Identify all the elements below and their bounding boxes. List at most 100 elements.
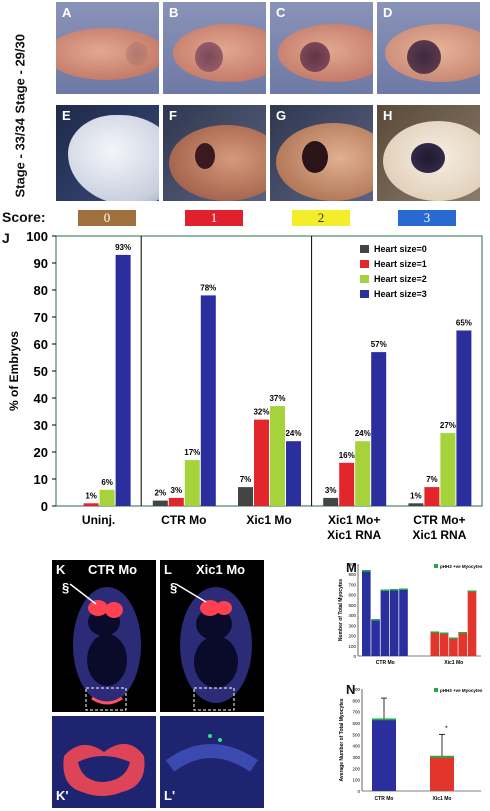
y-tick-label: 100 (352, 778, 360, 783)
y-tick-label: 800 (348, 572, 356, 577)
bar-2 (270, 406, 285, 506)
heart-stain (407, 40, 441, 74)
bar (380, 589, 390, 656)
y-tick-label: 600 (352, 721, 360, 726)
bar (430, 755, 454, 791)
y-tick-label: 0 (357, 789, 360, 794)
bar (362, 570, 371, 656)
panel-label: L' (164, 788, 176, 803)
phh3-segment (371, 619, 380, 621)
bar-1 (339, 462, 355, 506)
y-tick-label: 900 (348, 562, 356, 567)
y-tick-label: 10 (34, 472, 48, 487)
bar (372, 718, 396, 791)
panel-label: H (383, 108, 393, 123)
heart-stain (126, 42, 148, 66)
group-label: Xic1 Mo (444, 660, 463, 666)
panel-b: B (163, 2, 266, 94)
data-label: 57% (371, 340, 387, 349)
bar-2 (440, 433, 456, 506)
heart-stain (195, 143, 215, 169)
score-box-0: 0 (78, 210, 136, 226)
y-tick-label: 300 (348, 623, 356, 628)
y-tick-label: 800 (352, 698, 360, 703)
panel-label-n: N (346, 682, 356, 697)
panel-label: B (169, 5, 179, 20)
phh3-segment (430, 631, 440, 633)
section-mark: § (170, 580, 178, 595)
data-label: 65% (456, 319, 472, 328)
category-label: Xic1 RNA (327, 528, 381, 542)
data-label: 24% (355, 429, 371, 438)
data-label: 32% (253, 408, 269, 417)
legend-swatch (360, 275, 369, 283)
y-tick-label: 50 (34, 364, 48, 379)
y-tick-label: 400 (352, 744, 360, 749)
panel-label-m: M (346, 560, 357, 575)
data-label: 3% (171, 486, 183, 495)
bar-2 (355, 441, 371, 506)
bar-1 (424, 487, 440, 506)
legend-swatch (360, 260, 369, 268)
phh3-segment (439, 632, 449, 634)
category-label: CTR Mo (375, 796, 394, 802)
bar-1 (254, 419, 269, 506)
bar-0 (238, 487, 253, 506)
bar (430, 631, 440, 656)
data-label: 2% (155, 489, 167, 498)
bar-2 (99, 489, 115, 506)
bar (449, 637, 458, 656)
y-tick-label: 40 (34, 391, 48, 406)
data-label: 7% (426, 475, 438, 484)
panel-title: CTR Mo (88, 562, 138, 577)
panel-title: Xic1 Mo (196, 562, 246, 577)
data-label: 1% (410, 491, 422, 500)
phh3-segment (467, 590, 477, 593)
y-axis-label: Number of Total Myocytes (338, 579, 344, 641)
bar-1 (168, 497, 184, 506)
bar (371, 619, 380, 656)
y-tick-label: 100 (348, 644, 356, 649)
data-label: 37% (269, 394, 285, 403)
legend-swatch (434, 688, 438, 692)
y-tick-label: 0 (353, 654, 356, 659)
panel-c: C (270, 2, 373, 94)
y-tick-label: 200 (348, 634, 356, 639)
panel-l: L Xic1 Mo § (160, 560, 264, 712)
panel-e: E (56, 105, 159, 201)
y-tick-label: 80 (34, 283, 48, 298)
score-box-1: 1 (185, 210, 243, 226)
phh3-segment (399, 588, 408, 591)
panel-label: D (383, 5, 393, 20)
y-tick-label: 700 (348, 582, 356, 587)
phh3-segment (430, 755, 454, 758)
heart-stain (195, 42, 223, 72)
y-tick-label: 60 (34, 337, 48, 352)
zoom-image (160, 716, 264, 808)
heart-stain (302, 141, 328, 173)
data-label: 1% (85, 491, 97, 500)
chart-n: 0 100 200 300 400 500 600 700 800 900 Average Numb… (339, 687, 483, 802)
category-label: Xic1 Mo+ (328, 513, 380, 527)
data-label: 17% (184, 448, 200, 457)
data-label: 6% (101, 478, 113, 487)
phh3-segment (362, 570, 371, 572)
panel-label: K' (56, 788, 69, 803)
panel-label: F (169, 108, 177, 123)
phh3-segment (372, 718, 396, 721)
y-axis-label: Average Number of Total Myocytes (339, 698, 345, 781)
phh3-segment (449, 637, 458, 640)
panel-f: F (163, 105, 266, 201)
legend-swatch (360, 290, 369, 298)
chart-m: 0 100 200 300 400 500 600 700 800 900 Number of To… (338, 562, 483, 666)
bar (458, 631, 467, 656)
y-tick-label: 0 (41, 499, 48, 514)
bar-3 (200, 295, 216, 506)
chart-j: 0 10 20 30 40 50 60 70 80 90 100 % of Embryos 1% 6% 93… (7, 229, 483, 542)
panel-label: K (56, 562, 66, 577)
panel-label: A (62, 5, 72, 20)
legend-label: Heart size=1 (374, 259, 427, 269)
bar-0 (152, 500, 168, 506)
score-box-3: 3 (398, 210, 456, 226)
y-tick-label: 900 (352, 687, 360, 692)
